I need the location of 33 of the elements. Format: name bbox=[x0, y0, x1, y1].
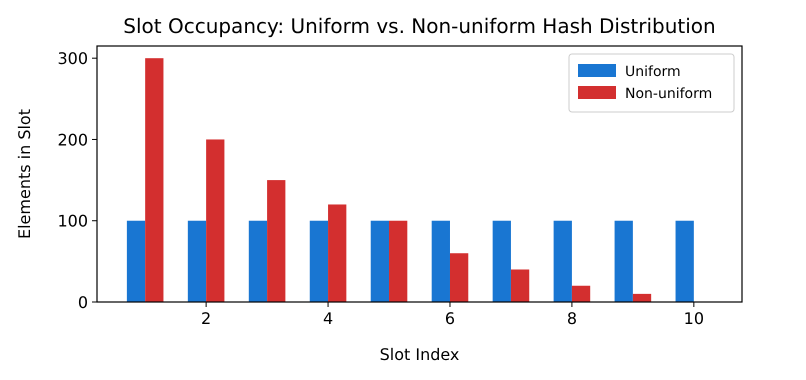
bar bbox=[492, 220, 511, 302]
x-tick-label: 6 bbox=[444, 309, 456, 328]
y-tick-label: 100 bbox=[57, 212, 88, 231]
bar bbox=[188, 220, 206, 302]
bar bbox=[432, 220, 450, 302]
bar bbox=[328, 204, 346, 302]
bar bbox=[248, 220, 268, 302]
bar bbox=[310, 220, 328, 302]
bar bbox=[676, 220, 694, 302]
bar bbox=[126, 220, 146, 302]
x-tick-label: 2 bbox=[201, 309, 212, 328]
y-tick-label: 200 bbox=[57, 130, 88, 150]
x-axis-title: Slot Index bbox=[380, 345, 460, 364]
chart-title: Slot Occupancy: Uniform vs. Non-uniform Hash Distribution bbox=[123, 14, 716, 38]
x-tick-label: 8 bbox=[566, 309, 578, 328]
y-tick-label: 0 bbox=[78, 293, 88, 312]
y-axis-title: Elements in Slot bbox=[15, 109, 34, 239]
y-tick-label: 300 bbox=[57, 49, 88, 68]
bar bbox=[614, 220, 633, 302]
bar bbox=[370, 220, 390, 302]
bar bbox=[510, 269, 530, 302]
x-tick-label: 10 bbox=[684, 309, 704, 328]
legend-label: Non-uniform bbox=[625, 86, 712, 102]
legend-label: Uniform bbox=[625, 64, 681, 80]
bar bbox=[145, 58, 164, 302]
bar bbox=[206, 139, 224, 302]
bar bbox=[554, 220, 572, 302]
bar bbox=[389, 220, 408, 302]
bar bbox=[572, 286, 590, 302]
bar bbox=[267, 180, 286, 302]
bar bbox=[450, 253, 468, 302]
x-tick-label: 4 bbox=[322, 309, 334, 328]
bar bbox=[632, 294, 652, 302]
